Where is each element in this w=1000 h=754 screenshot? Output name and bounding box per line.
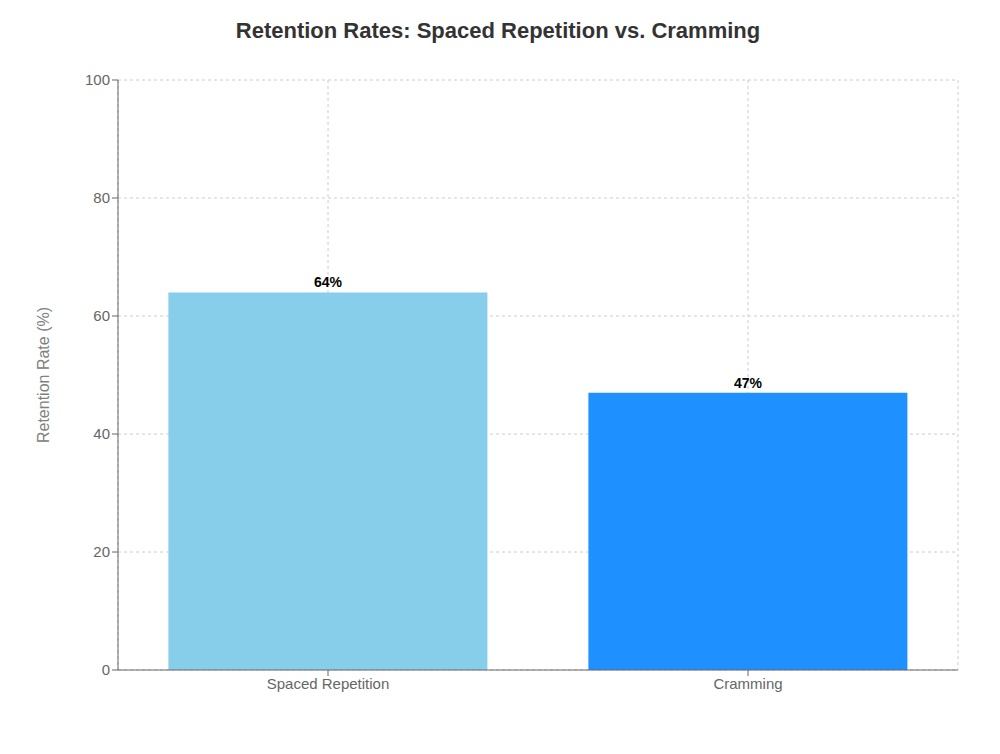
svg-text:60: 60 — [93, 307, 110, 324]
svg-text:Retention Rate (%): Retention Rate (%) — [35, 307, 52, 443]
svg-text:40: 40 — [93, 425, 110, 442]
svg-text:80: 80 — [93, 189, 110, 206]
svg-text:0: 0 — [102, 661, 110, 678]
svg-text:47%: 47% — [734, 375, 763, 391]
svg-text:20: 20 — [93, 543, 110, 560]
html-text:Retention Rates: Spaced Repeti: Retention Rates: Spaced Repetition vs. C… — [235, 18, 761, 43]
svg-text:64%: 64% — [314, 274, 343, 290]
svg-text:Spaced Repetition: Spaced Repetition — [267, 675, 390, 692]
svg-text:100: 100 — [85, 71, 110, 88]
svg-text:Cramming: Cramming — [713, 675, 782, 692]
